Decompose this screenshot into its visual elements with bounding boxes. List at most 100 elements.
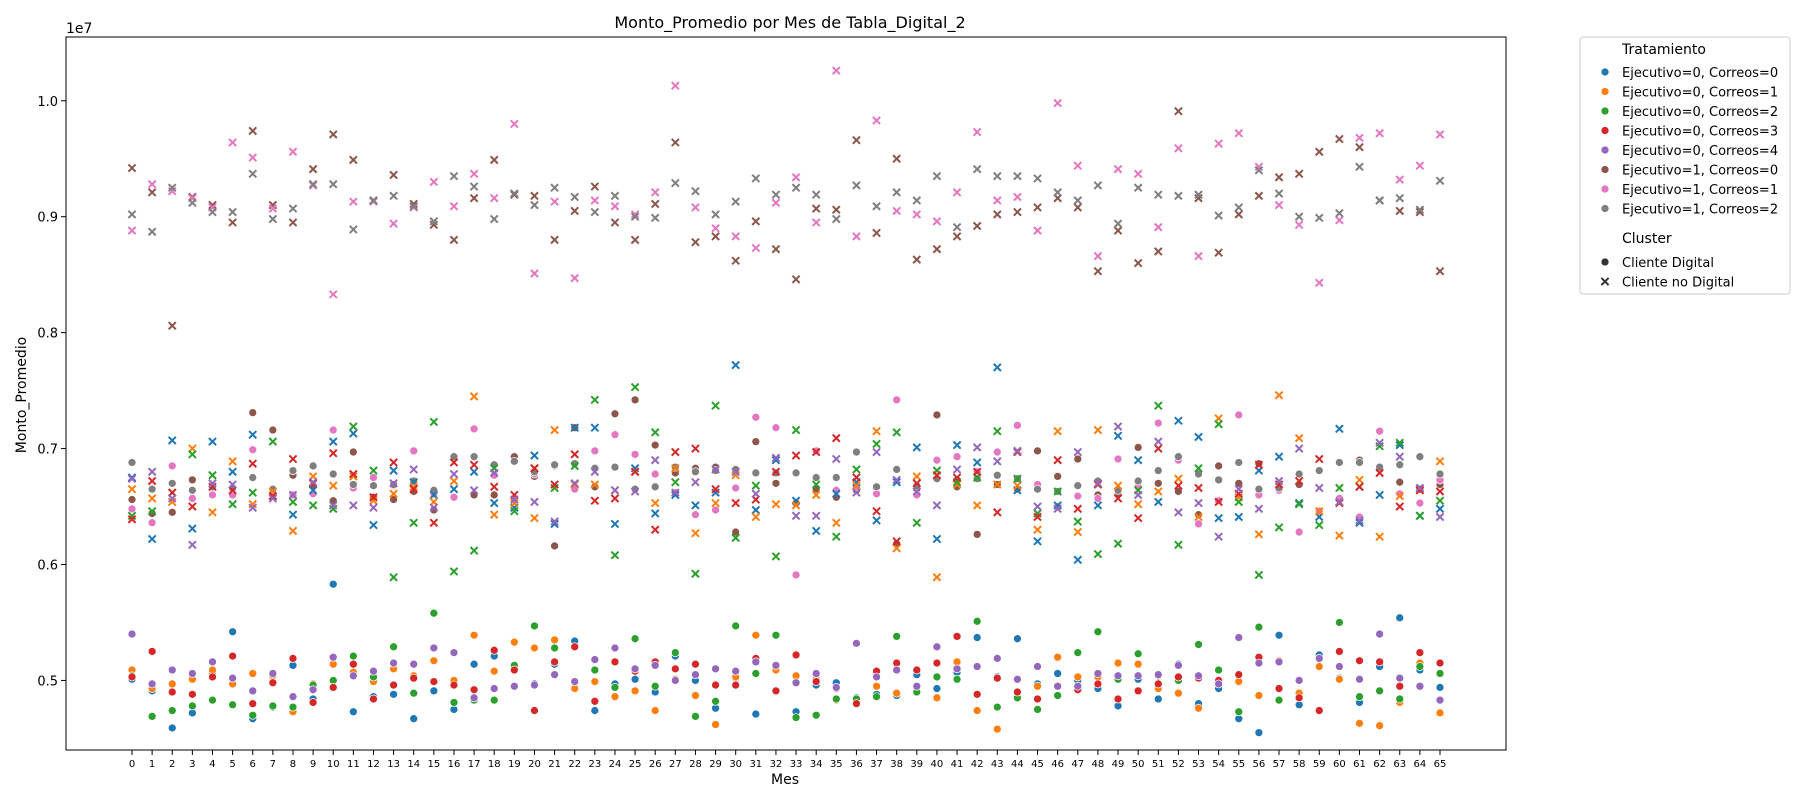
point-no-digital	[650, 428, 660, 437]
point-no-digital	[691, 203, 700, 212]
point-no-digital	[650, 188, 660, 197]
point-no-digital	[349, 225, 358, 234]
point-no-digital	[610, 485, 620, 495]
point-digital	[1435, 708, 1445, 718]
legend-frame	[1579, 36, 1791, 295]
point-digital	[1395, 460, 1405, 470]
point-no-digital	[228, 467, 237, 477]
x-tick-label: 40	[931, 759, 944, 770]
x-axis: 0 1 2 3 4 5 6 7 8 9 10 11 12 13 14 15 16 17 18 19 20 21 22 23 24…	[129, 750, 1446, 770]
point-digital	[1033, 681, 1042, 691]
point-digital	[972, 633, 982, 642]
point-digital	[228, 651, 237, 661]
point-digital	[1174, 672, 1183, 682]
point-no-digital	[208, 200, 217, 210]
point-digital	[630, 395, 640, 405]
point-digital	[590, 446, 600, 456]
point-no-digital	[1294, 220, 1304, 230]
point-digital	[509, 637, 519, 647]
point-digital	[550, 460, 559, 470]
point-digital	[167, 665, 177, 675]
point-digital	[1314, 706, 1324, 715]
point-no-digital	[1395, 206, 1405, 216]
point-no-digital	[872, 506, 881, 516]
point-no-digital	[449, 458, 459, 467]
point-digital	[1375, 426, 1384, 436]
point-digital	[1113, 694, 1123, 704]
point-no-digital	[1133, 258, 1143, 268]
point-no-digital	[288, 497, 298, 507]
point-no-digital	[389, 466, 398, 475]
point-digital	[1174, 688, 1183, 698]
point-digital	[1314, 654, 1324, 663]
point-no-digital	[751, 243, 761, 253]
point-no-digital	[530, 191, 539, 201]
point-no-digital	[268, 491, 278, 501]
point-no-digital	[449, 484, 459, 494]
point-no-digital	[771, 244, 781, 254]
point-no-digital	[1355, 133, 1364, 143]
point-digital	[489, 490, 499, 500]
point-no-digital	[892, 537, 901, 546]
x-tick-label: 19	[508, 759, 521, 770]
point-no-digital	[349, 472, 358, 481]
point-no-digital	[1033, 537, 1042, 546]
point-digital	[409, 673, 419, 683]
point-digital	[630, 634, 640, 644]
point-digital	[590, 706, 600, 715]
x-tick-label: 29	[709, 759, 722, 770]
point-no-digital	[811, 490, 821, 500]
point-digital	[630, 686, 640, 696]
x-tick-label: 49	[1112, 759, 1125, 770]
point-no-digital	[1073, 555, 1083, 565]
point-digital	[188, 701, 197, 711]
point-digital	[127, 458, 137, 467]
point-no-digital	[952, 188, 962, 197]
legend-style-entry: Cliente Digital	[1622, 256, 1714, 271]
point-digital	[1435, 695, 1445, 705]
point-digital	[550, 541, 559, 551]
point-digital	[167, 679, 177, 689]
point-no-digital	[268, 437, 278, 446]
y-offset-label: 1e7	[66, 21, 92, 37]
point-no-digital	[1415, 483, 1425, 493]
point-no-digital	[1133, 513, 1143, 523]
point-no-digital	[1335, 215, 1344, 225]
point-no-digital	[1435, 130, 1445, 139]
point-no-digital	[1214, 248, 1223, 257]
point-no-digital	[1355, 516, 1364, 525]
point-digital	[469, 424, 479, 434]
point-no-digital	[449, 476, 459, 486]
point-digital	[791, 468, 801, 478]
point-no-digital	[972, 443, 982, 452]
point-digital	[691, 659, 700, 669]
point-no-digital	[550, 480, 559, 489]
point-no-digital	[1274, 172, 1284, 182]
point-no-digital	[1153, 444, 1163, 453]
point-digital	[892, 395, 902, 405]
point-digital	[328, 683, 338, 692]
legend-style-marker	[1600, 257, 1610, 267]
point-no-digital	[1415, 207, 1425, 217]
point-no-digital	[1053, 455, 1062, 465]
x-tick-label: 5	[229, 759, 235, 770]
point-no-digital	[369, 503, 378, 513]
point-no-digital	[671, 490, 680, 500]
point-no-digital	[1093, 549, 1103, 559]
point-digital	[1153, 679, 1163, 689]
point-digital	[469, 693, 479, 703]
x-tick-label: 4	[209, 759, 215, 770]
point-digital	[1214, 665, 1223, 675]
point-digital	[1314, 662, 1324, 671]
point-digital	[1214, 461, 1223, 471]
point-no-digital	[409, 484, 419, 494]
point-no-digital	[811, 218, 821, 227]
point-digital	[389, 642, 398, 652]
point-no-digital	[731, 498, 740, 508]
point-digital	[389, 680, 398, 690]
legend-style-marker	[1600, 277, 1610, 286]
point-no-digital	[791, 425, 801, 435]
point-no-digital	[1234, 497, 1244, 507]
x-tick-label: 32	[770, 759, 783, 770]
point-digital	[1375, 657, 1384, 667]
